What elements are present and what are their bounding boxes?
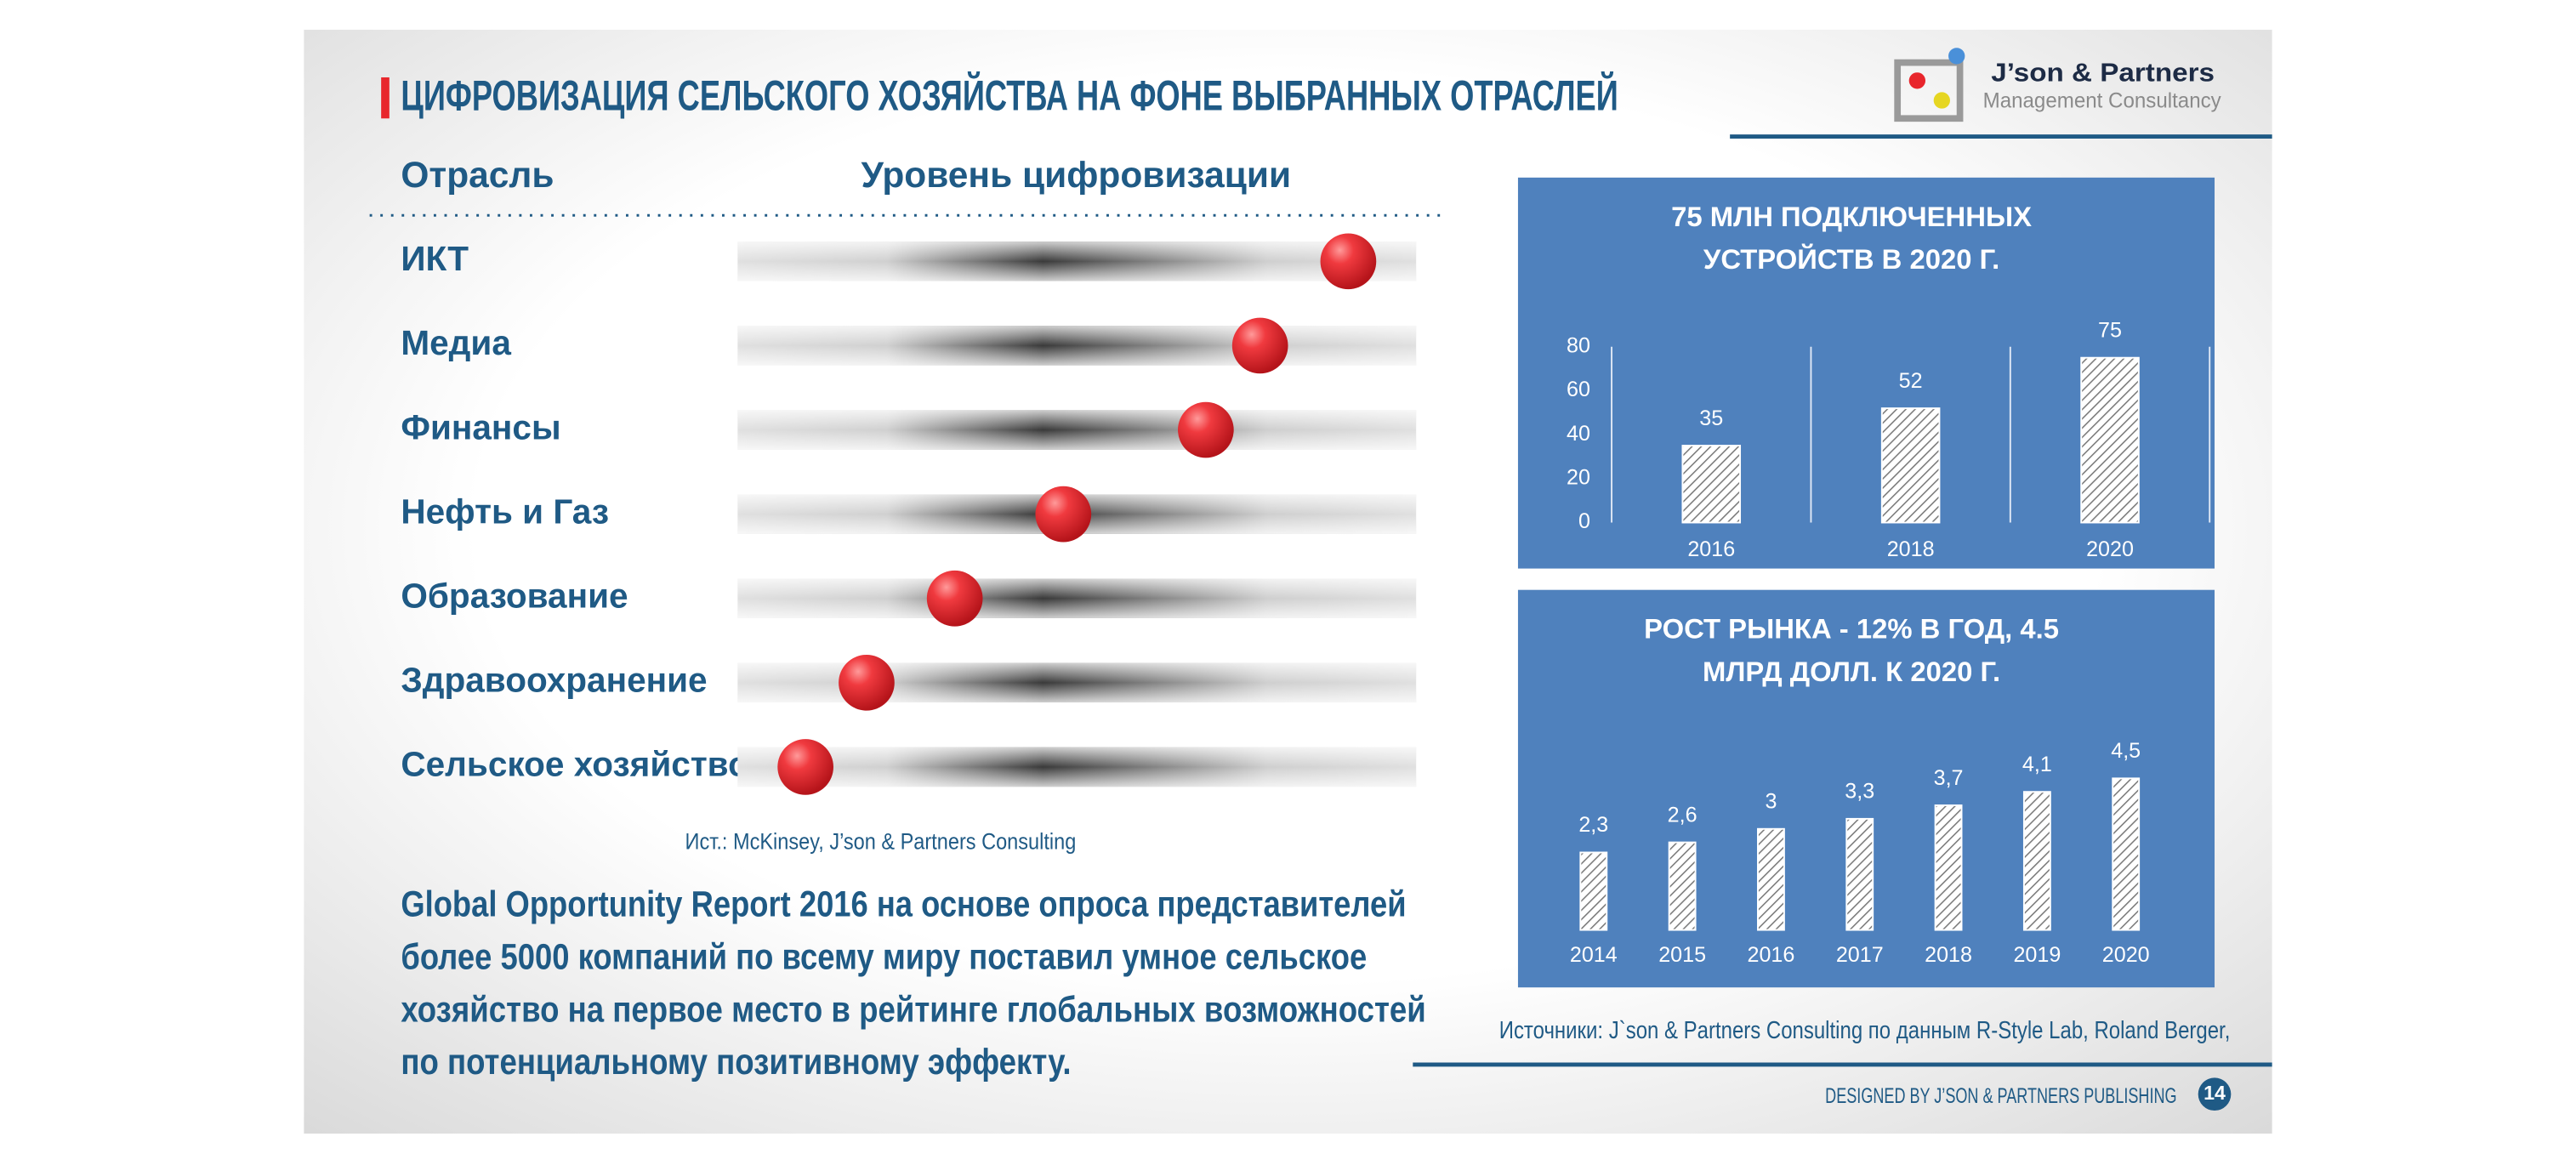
column-header: Отрасль [401,156,554,196]
value-label: 52 [1899,369,1923,393]
page-number: 14 [2204,1082,2226,1104]
x-tick-label: 2015 [1658,943,1706,967]
logo-dot [1948,48,1965,65]
track-shade [737,747,1417,787]
value-label: 3,7 [1934,766,1964,790]
category-label: Образование [401,576,628,615]
bar [1934,804,1963,931]
level-dot [926,570,983,627]
body-line: хозяйство на первое место в рейтинге гло… [401,990,1425,1030]
value-label: 4,1 [2022,753,2052,776]
value-label: 3,3 [1845,780,1874,804]
logo-name: J’son & Partners [1991,57,2215,87]
title-marker [381,77,390,119]
category-label: Сельское хозяйство [401,745,749,784]
logo-dot [1908,72,1926,89]
body-line: более 5000 компаний по всему миру постав… [401,938,1367,978]
source-right: Источники: J`son & Partners Consulting п… [1499,1017,2231,1044]
category-label: Медиа [401,323,511,362]
x-tick-label: 2019 [2013,943,2061,967]
value-label: 3 [1765,789,1777,813]
bar [1757,827,1785,931]
logo-frame [1894,59,1964,122]
body-line: Global Opportunity Report 2016 на основе… [401,885,1406,925]
x-tick-label: 2018 [1925,943,1972,967]
logo-dot [1933,92,1950,109]
x-tick-label: 2014 [1570,943,1618,967]
value-label: 2,3 [1578,813,1608,837]
x-tick-label: 2020 [2102,943,2150,967]
chart-title: РОСТ РЫНКА - 12% В ГОД, 4.5 [1644,613,2059,645]
value-label: 4,5 [2111,739,2141,763]
level-dot [1320,233,1377,290]
slide-title: ЦИФРОВИЗАЦИЯ СЕЛЬСКОГО ХОЗЯЙСТВА НА ФОНЕ… [401,71,1618,119]
level-dot [1035,486,1092,543]
track-shade [737,242,1417,281]
bar [2112,777,2141,931]
column-header: Уровень цифровизации [862,156,1292,196]
logo-subtitle: Management Consultancy [1983,89,2222,113]
level-dot [777,739,833,795]
bar [1668,841,1697,931]
level-dot [1178,401,1234,458]
x-tick-label: 2020 [2086,537,2134,561]
value-label: 2,6 [1668,803,1697,827]
y-tick-label: 80 [1567,333,1590,357]
bar [1579,851,1608,931]
chart-title: УСТРОЙСТВ В 2020 Г. [1703,242,1999,275]
x-tick-label: 2016 [1748,943,1795,967]
bar [2080,356,2140,524]
y-tick-label: 40 [1567,422,1590,446]
x-tick-label: 2016 [1687,537,1735,561]
bar [1880,407,1941,524]
y-tick-label: 20 [1567,465,1590,489]
x-tick-label: 2017 [1836,943,1884,967]
page-badge [2198,1077,2232,1111]
y-tick-label: 60 [1567,378,1590,401]
y-tick-label: 0 [1578,509,1590,533]
bar [1681,445,1742,524]
source: Ист.: McKinsey, J’son & Partners Consult… [685,828,1077,854]
bar [1845,817,1874,931]
chart-title: 75 МЛН ПОДКЛЮЧЕННЫХ [1671,201,2032,232]
chart-title: МЛРД ДОЛЛ. К 2020 Г. [1703,656,2000,687]
body-line: по потенциальному позитивному эффекту. [401,1043,1071,1083]
category-label: ИКТ [401,239,469,278]
logo: J’son & Partners Management Consultancy [1894,48,2222,122]
category-label: Здравоохранение [401,661,707,700]
track-shade [737,578,1417,618]
value-label: 35 [1699,406,1723,430]
track-shade [737,410,1417,450]
value-label: 75 [2098,318,2122,342]
x-tick-label: 2018 [1887,537,1935,561]
category-label: Нефть и Газ [401,492,609,531]
level-dot [839,654,895,711]
footer: DESIGNED BY J’SON & PARTNERS PUBLISHING [1825,1084,2176,1108]
level-dot [1231,317,1288,374]
track-shade [737,326,1417,366]
bar [2022,791,2051,931]
category-label: Финансы [401,407,560,446]
